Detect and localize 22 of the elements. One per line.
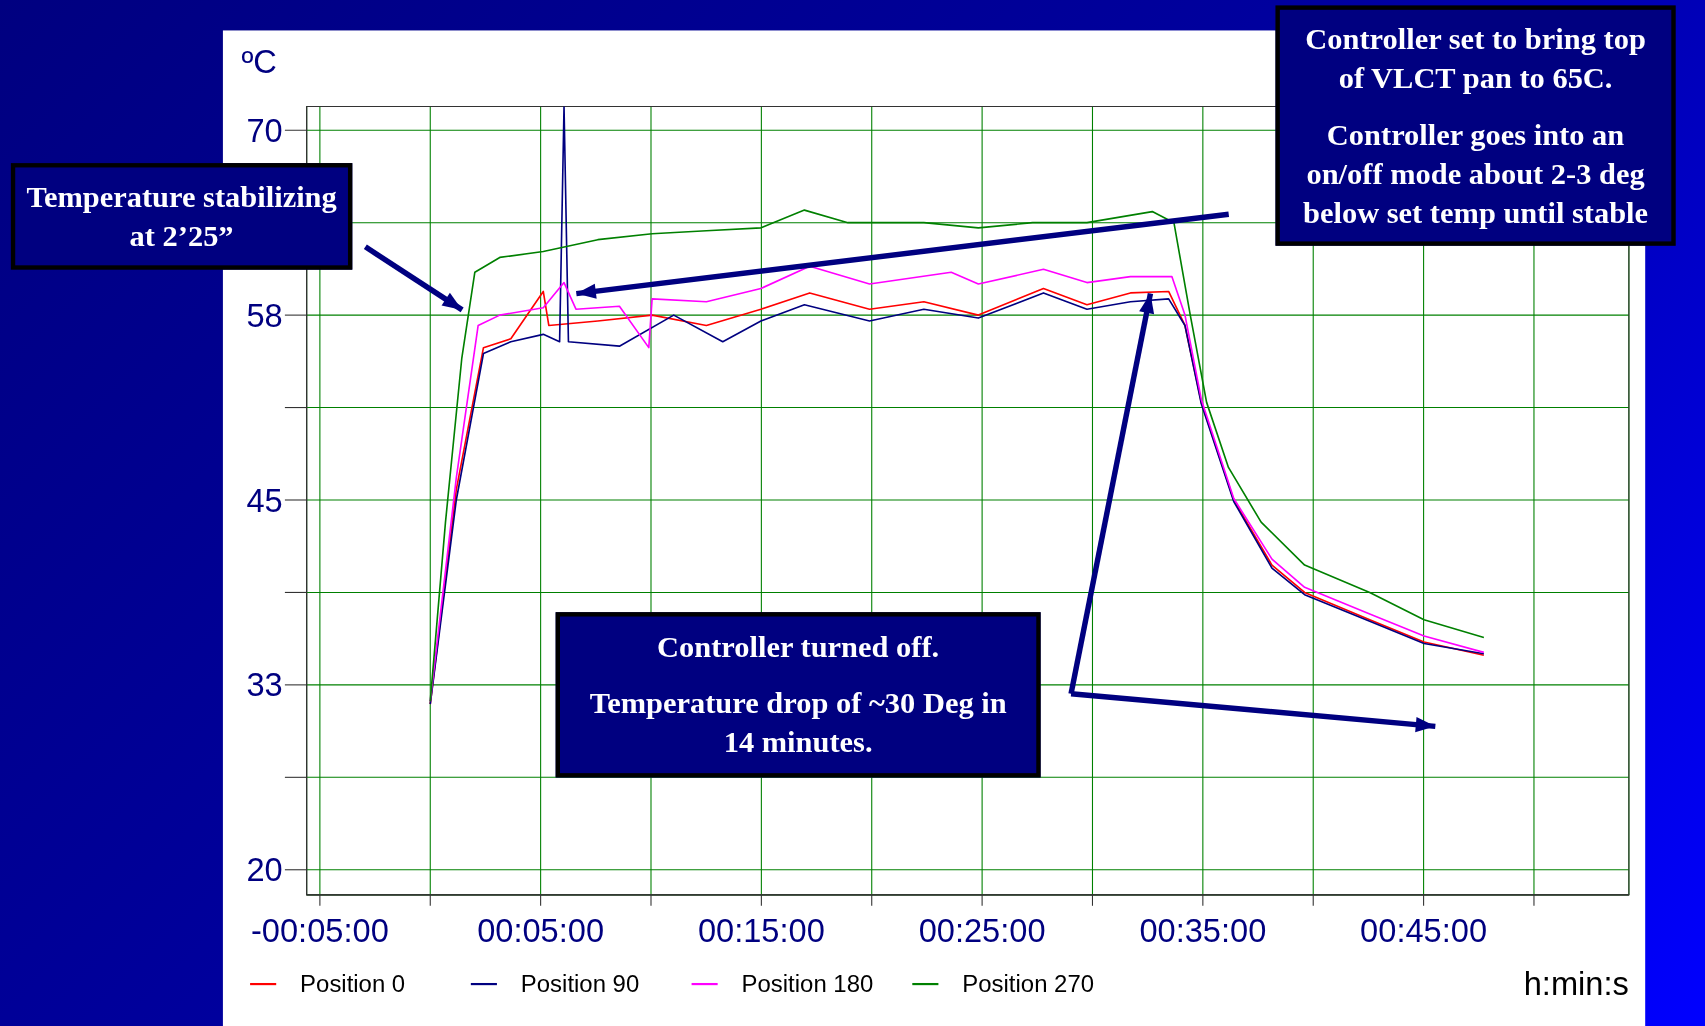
annotation: Controller turned off.: [656, 628, 941, 666]
legend-label: Position 270: [962, 969, 1094, 999]
annotation: Controller goes into an on/off mode about 2-3 deg below set temp until stable: [1302, 115, 1650, 231]
annotation: Temperature stabilizing at 2’25”: [10, 163, 353, 270]
x-tick-label: -00:05:00: [250, 911, 389, 949]
legend-label: Position 90: [520, 969, 640, 999]
x-tick-label: 00:25:00: [918, 911, 1046, 949]
x-tick-label: 00:35:00: [1139, 911, 1267, 949]
y-tick-label: 45: [246, 481, 283, 519]
y-tick-label: 33: [246, 666, 283, 704]
y-tick-label: 20: [246, 851, 283, 889]
y-tick-label: 58: [246, 296, 283, 334]
x-axis-title: h:min:s: [1523, 965, 1629, 1003]
text: Controller set to bring top of VLCT pan to 65C.: [1304, 20, 1647, 97]
legend-label: Position 180: [741, 969, 874, 999]
annotation: Temperature drop of ~30 Deg in 14 minutes.: [588, 685, 1008, 761]
legend-label: Position 0: [300, 969, 406, 999]
y-tick-label: 70: [246, 111, 283, 149]
x-tick-label: 00:05:00: [477, 911, 605, 949]
x-tick-label: 00:15:00: [697, 911, 825, 949]
x-tick-label: 00:45:00: [1360, 911, 1488, 949]
y-axis-title: ºC: [241, 43, 277, 81]
